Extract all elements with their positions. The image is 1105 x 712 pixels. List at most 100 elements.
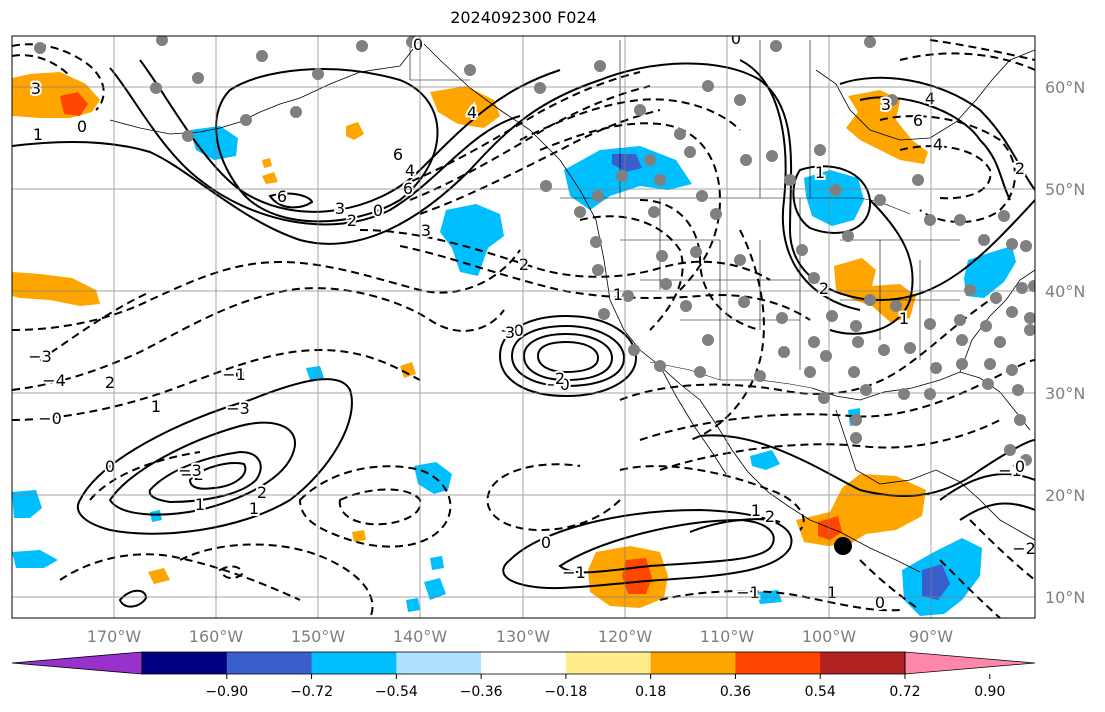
contour-solid-9 xyxy=(829,199,914,335)
contour-label: −3 xyxy=(226,399,250,418)
contour-label: 4 xyxy=(925,89,935,108)
lon-label-150w: 150°W xyxy=(291,627,346,646)
colorbar: −0.90 −0.72 −0.54 −0.36 −0.18 0.18 0.36 0.54 0.7… xyxy=(11,651,1036,700)
colorbar-tick-label: −0.18 xyxy=(544,684,587,700)
station-marker xyxy=(834,537,852,555)
station-dot xyxy=(776,312,788,324)
contour-label: −0 xyxy=(38,409,62,428)
station-dot xyxy=(598,308,610,320)
station-dot xyxy=(830,184,842,196)
lon-label-110w: 110°W xyxy=(700,627,755,646)
contour-label: 1 xyxy=(815,163,825,182)
fill-orange-small-a xyxy=(346,122,364,140)
station-dot xyxy=(796,244,808,256)
station-dot xyxy=(864,294,876,306)
station-dot xyxy=(574,206,586,218)
station-dot xyxy=(1006,238,1018,250)
contour-label: −1 xyxy=(998,461,1022,480)
contour-label: 6 xyxy=(277,187,287,206)
lat-axis: 60°N 50°N 40°N 30°N 20°N 10°N xyxy=(1045,78,1085,607)
contour-label: 1 xyxy=(751,501,761,520)
station-dot xyxy=(684,146,696,158)
contour-label: −1 xyxy=(562,563,586,582)
contour-dashed-32 xyxy=(859,559,921,611)
dashed-contours xyxy=(12,39,1035,618)
fill-blue-offshore xyxy=(440,204,504,276)
contour-label: −1 xyxy=(736,583,760,602)
station-dot xyxy=(1012,384,1024,396)
station-dot xyxy=(150,82,162,94)
station-dot xyxy=(994,336,1006,348)
contour-dashed-31 xyxy=(659,590,901,612)
colorbar-segment xyxy=(481,652,567,674)
contour-dashed-22 xyxy=(12,43,105,111)
contour-dashed-16 xyxy=(639,359,1035,441)
coastline-west xyxy=(559,159,921,573)
contour-dashed-15 xyxy=(619,299,991,401)
station-dot xyxy=(898,388,910,400)
contour-label: −0 xyxy=(546,375,570,394)
graticule xyxy=(12,36,1035,618)
contour-label: 4 xyxy=(467,103,477,122)
station-dot xyxy=(702,80,714,92)
contour-dashed-24 xyxy=(59,451,301,601)
contour-label: 1 xyxy=(613,285,623,304)
colorbar-segment xyxy=(820,652,906,674)
station-dot xyxy=(850,432,862,444)
fill-blue-small-2 xyxy=(306,366,324,380)
contour-dashed-6 xyxy=(399,245,811,321)
contour-dashed-5 xyxy=(359,229,771,281)
lon-label-170w: 170°W xyxy=(87,627,142,646)
fill-orange-small-d xyxy=(400,362,416,378)
colorbar-extend-low xyxy=(11,651,143,675)
lat-label-60: 60°N xyxy=(1045,78,1085,97)
fill-orange-small-b xyxy=(262,158,272,168)
borders-states-2 xyxy=(840,239,960,360)
lon-label-100w: 100°W xyxy=(802,627,857,646)
station-dot xyxy=(534,82,546,94)
contour-label: −2 xyxy=(1012,539,1036,558)
contour-dashed-14 xyxy=(689,229,765,441)
station-dot xyxy=(980,320,992,332)
contour-solid-pac-2 xyxy=(108,421,297,516)
fill-blue-w1 xyxy=(12,490,42,518)
station-dot xyxy=(1004,444,1016,456)
station-dot xyxy=(182,130,194,142)
fill-red-epac xyxy=(622,558,652,594)
contour-label: 1 xyxy=(827,583,837,602)
station-dot xyxy=(464,64,476,76)
colorbar-segment xyxy=(396,652,482,674)
contour-solid-epac-2 xyxy=(558,518,775,574)
station-dot xyxy=(924,318,936,330)
colorbar-tick-label: 0.90 xyxy=(974,684,1005,700)
fill-blue-small-3 xyxy=(430,556,444,570)
border-us-mexico xyxy=(649,361,813,389)
coastline-east xyxy=(959,269,1035,373)
station-dot xyxy=(690,246,702,258)
contour-label: 0 xyxy=(541,533,551,552)
colorbar-tick-label: −0.36 xyxy=(460,684,503,700)
lat-label-20: 20°N xyxy=(1045,486,1085,505)
colorbar-segment xyxy=(226,652,313,674)
station-dot xyxy=(924,214,936,226)
solid-contours xyxy=(12,59,1035,608)
contour-label: 1 xyxy=(195,495,205,514)
contour-dashed-3 xyxy=(12,348,421,421)
contour-dashed-23 xyxy=(12,54,71,77)
contour-label: 2 xyxy=(1015,159,1025,178)
lat-label-50: 50°N xyxy=(1045,180,1085,199)
contour-label: 0 xyxy=(373,201,383,220)
contour-label: 3 xyxy=(335,199,345,218)
station-dot xyxy=(702,334,714,346)
station-dot xyxy=(912,174,924,186)
fill-purple-centam xyxy=(922,564,950,600)
contour-label: −1 xyxy=(222,365,246,384)
station-dot xyxy=(848,366,860,378)
contour-dashed-7 xyxy=(419,109,661,215)
station-dot xyxy=(766,150,778,162)
contour-label: 1 xyxy=(899,309,909,328)
station-dot xyxy=(680,300,692,312)
station-dot xyxy=(998,210,1010,222)
station-dot xyxy=(818,392,830,404)
